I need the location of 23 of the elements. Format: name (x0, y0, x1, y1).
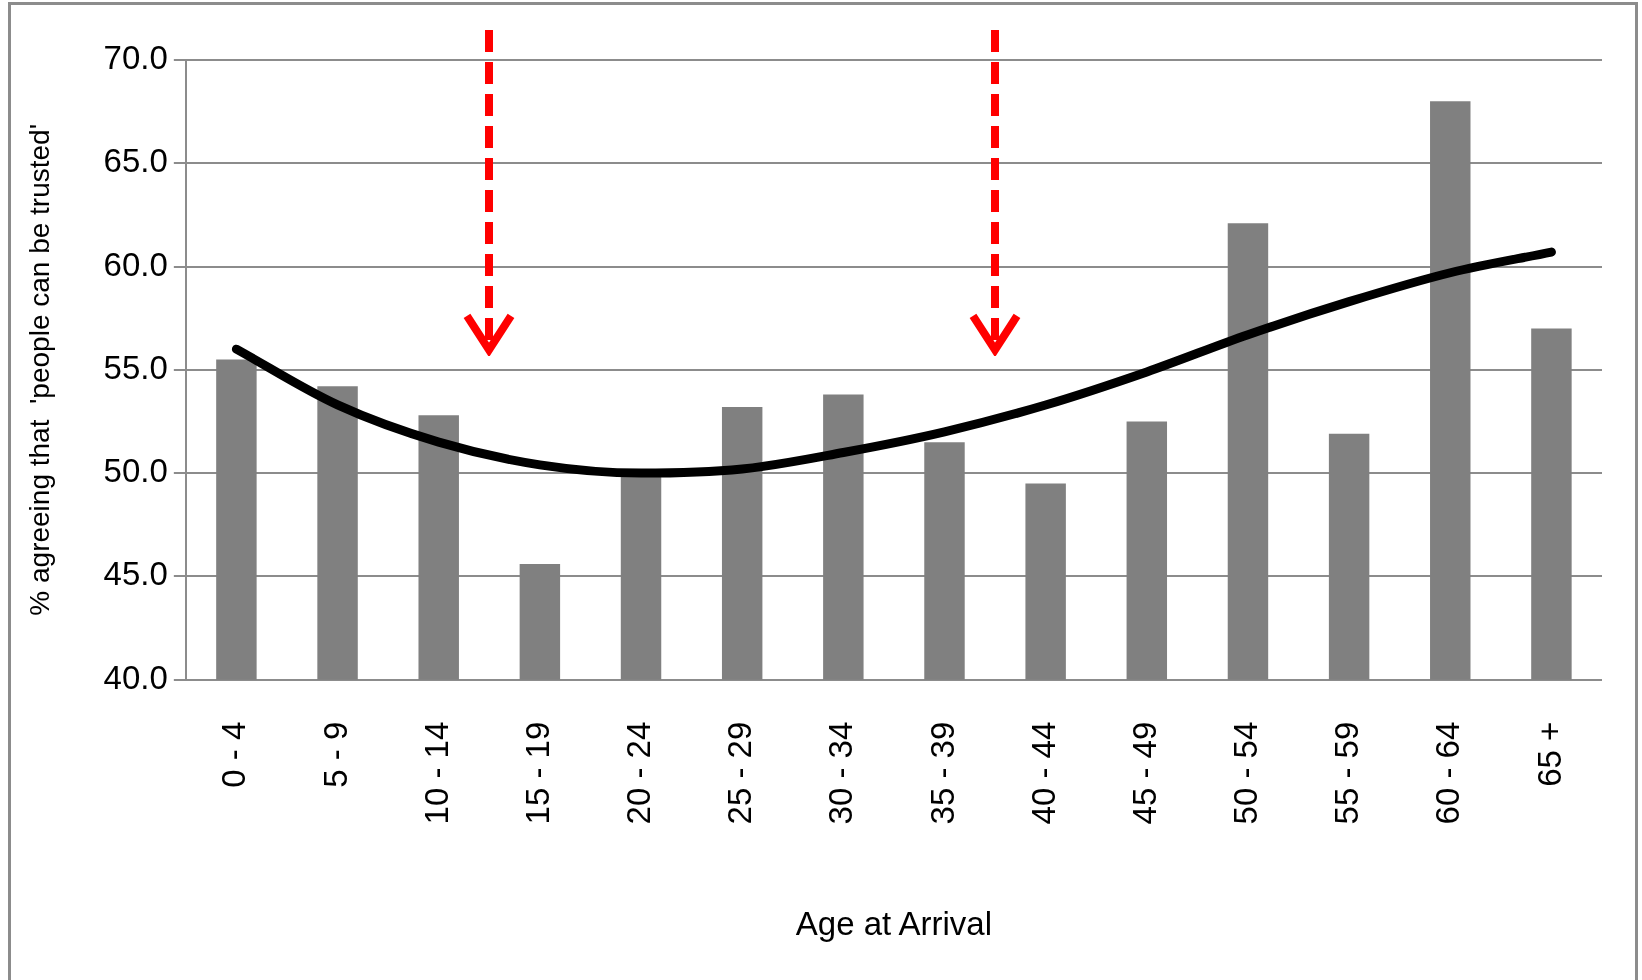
y-tick-label: 55.0 (103, 348, 168, 386)
x-axis-title: Age at Arrival (795, 905, 993, 943)
y-tick-label: 60.0 (103, 245, 168, 283)
y-tick-label: 70.0 (103, 39, 168, 77)
x-tick-label: 50 - 54 (1227, 721, 1265, 825)
x-tick-label: 55 - 59 (1328, 721, 1366, 825)
x-tick-label: 30 - 34 (822, 721, 860, 825)
x-tick-label: 25 - 29 (721, 721, 759, 825)
y-axis-title: % agreeing that 'people can be trusted' (23, 123, 55, 616)
x-tick-label: 35 - 39 (923, 721, 961, 825)
x-tick-label: 40 - 44 (1024, 721, 1062, 825)
y-tick-label: 40.0 (103, 658, 168, 696)
x-tick-label: 0 - 4 (215, 721, 253, 788)
x-tick-label: 65 + (1530, 721, 1568, 787)
y-tick-label: 65.0 (103, 142, 168, 180)
x-tick-label: 10 - 14 (417, 721, 455, 825)
y-tick-label: 45.0 (103, 555, 168, 593)
x-tick-label: 15 - 19 (518, 721, 556, 825)
x-tick-label: 60 - 64 (1429, 721, 1467, 825)
x-tick-label: 5 - 9 (316, 721, 354, 788)
x-tick-label: 20 - 24 (620, 721, 658, 825)
y-tick-label: 50.0 (103, 452, 168, 490)
x-tick-label: 45 - 49 (1125, 721, 1163, 825)
